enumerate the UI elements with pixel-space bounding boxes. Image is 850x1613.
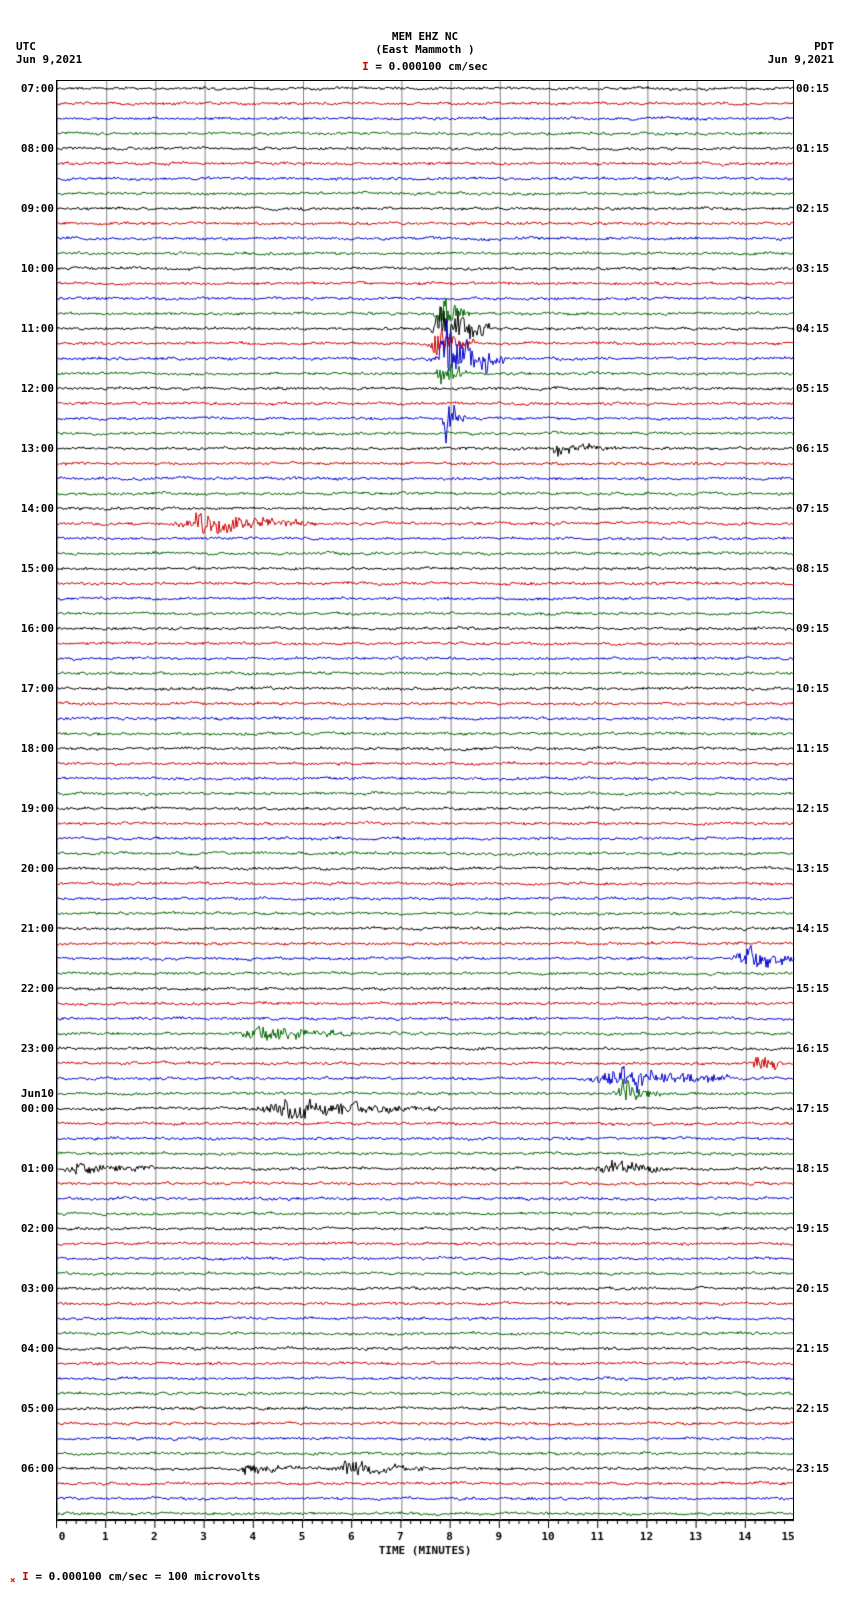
pdt-label: 16:15	[796, 1042, 829, 1055]
utc-label: 18:00	[21, 742, 54, 755]
left-date: Jun 9,2021	[16, 53, 82, 66]
pdt-label: 22:15	[796, 1402, 829, 1415]
utc-label: 09:00	[21, 202, 54, 215]
pdt-label: 13:15	[796, 862, 829, 875]
utc-label: 11:00	[21, 322, 54, 335]
utc-label: 04:00	[21, 1342, 54, 1355]
seismogram-canvas	[57, 81, 795, 1521]
pdt-label: 19:15	[796, 1222, 829, 1235]
utc-label: 06:00	[21, 1462, 54, 1475]
pdt-label: 17:15	[796, 1102, 829, 1115]
seismogram-plot	[56, 80, 794, 1520]
footer: × I = 0.000100 cm/sec = 100 microvolts	[10, 1570, 840, 1586]
pdt-label: 06:15	[796, 442, 829, 455]
utc-label: 08:00	[21, 142, 54, 155]
station-name: (East Mammoth )	[362, 43, 488, 56]
pdt-label: 15:15	[796, 982, 829, 995]
xaxis-canvas	[56, 1520, 794, 1560]
pdt-label: 08:15	[796, 562, 829, 575]
station-code: MEM EHZ NC	[362, 30, 488, 43]
pdt-label: 12:15	[796, 802, 829, 815]
utc-label: 07:00	[21, 82, 54, 95]
plot-area: 07:00 08:00 09:00 10:00 11:00 12:00 13:00 14:00…	[10, 80, 840, 1520]
utc-label: 00:00	[21, 1102, 54, 1115]
pdt-label: 20:15	[796, 1282, 829, 1295]
right-tz: PDT	[768, 40, 834, 53]
pdt-label: 00:15	[796, 82, 829, 95]
pdt-label: 05:15	[796, 382, 829, 395]
footer-scale-bar-icon: × I	[10, 1570, 35, 1583]
pdt-label: 23:15	[796, 1462, 829, 1475]
left-tz: UTC	[16, 40, 82, 53]
pdt-label: 01:15	[796, 142, 829, 155]
pdt-label: 07:15	[796, 502, 829, 515]
scale-bar-icon: I	[362, 60, 369, 73]
utc-label: 12:00	[21, 382, 54, 395]
utc-label: 05:00	[21, 1402, 54, 1415]
utc-label: 13:00	[21, 442, 54, 455]
pdt-label: 10:15	[796, 682, 829, 695]
utc-label: 15:00	[21, 562, 54, 575]
utc-label: 02:00	[21, 1222, 54, 1235]
seismogram-container: UTC Jun 9,2021 MEM EHZ NC (East Mammoth …	[10, 10, 840, 1586]
utc-label: 01:00	[21, 1162, 54, 1175]
scale-text: = 0.000100 cm/sec	[375, 60, 488, 73]
utc-label: 14:00	[21, 502, 54, 515]
utc-label: 20:00	[21, 862, 54, 875]
scale-indicator: I = 0.000100 cm/sec	[362, 60, 488, 73]
utc-label: Jun10	[21, 1087, 54, 1100]
pdt-label: 18:15	[796, 1162, 829, 1175]
utc-label: 23:00	[21, 1042, 54, 1055]
x-axis	[56, 1520, 794, 1560]
utc-label: 19:00	[21, 802, 54, 815]
right-date: Jun 9,2021	[768, 53, 834, 66]
utc-label: 22:00	[21, 982, 54, 995]
utc-label: 21:00	[21, 922, 54, 935]
pdt-label: 09:15	[796, 622, 829, 635]
pdt-label: 02:15	[796, 202, 829, 215]
utc-label: 03:00	[21, 1282, 54, 1295]
utc-label: 16:00	[21, 622, 54, 635]
pdt-label: 14:15	[796, 922, 829, 935]
header: UTC Jun 9,2021 MEM EHZ NC (East Mammoth …	[10, 10, 840, 80]
pdt-label: 21:15	[796, 1342, 829, 1355]
pdt-label: 04:15	[796, 322, 829, 335]
pdt-label: 11:15	[796, 742, 829, 755]
header-left: UTC Jun 9,2021	[16, 40, 82, 66]
header-center: MEM EHZ NC (East Mammoth ) I = 0.000100 …	[362, 30, 488, 73]
header-right: PDT Jun 9,2021	[768, 40, 834, 66]
footer-text: = 0.000100 cm/sec = 100 microvolts	[35, 1570, 260, 1583]
pdt-time-labels: 00:15 01:15 02:15 03:15 04:15 05:15 06:15 07:15…	[794, 80, 840, 1520]
utc-label: 17:00	[21, 682, 54, 695]
pdt-label: 03:15	[796, 262, 829, 275]
utc-time-labels: 07:00 08:00 09:00 10:00 11:00 12:00 13:00 14:00…	[10, 80, 56, 1520]
utc-label: 10:00	[21, 262, 54, 275]
